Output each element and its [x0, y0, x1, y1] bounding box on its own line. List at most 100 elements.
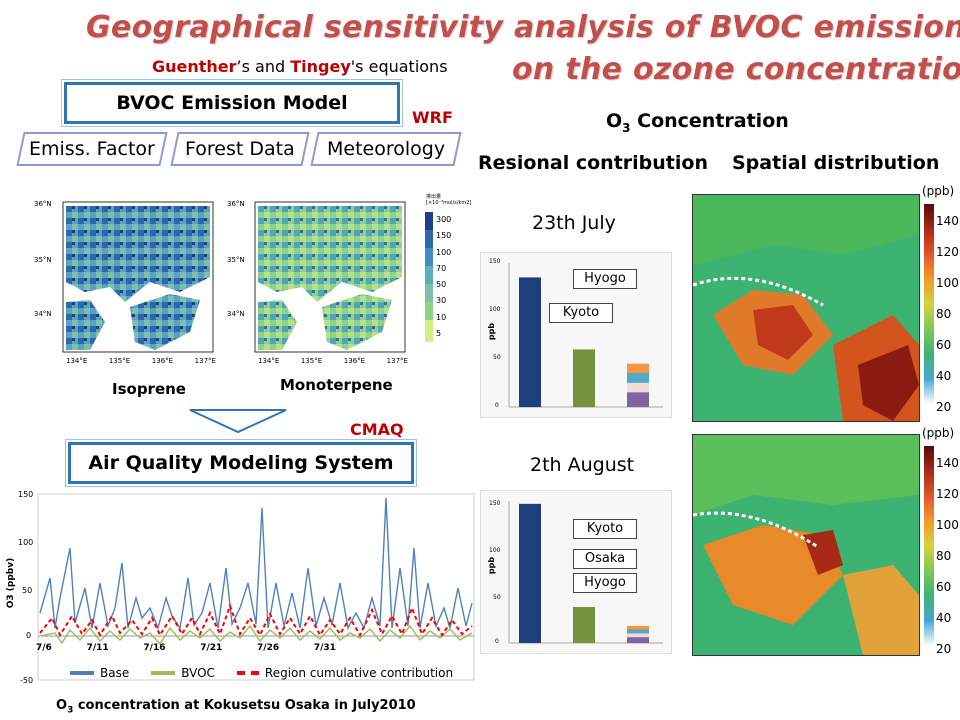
o3-concentration-header: O3 Concentration [606, 110, 789, 135]
lon-tick: 134°E [258, 357, 280, 365]
legend-region-swatch [236, 671, 259, 675]
timeseries-svg [37, 493, 475, 681]
ts-xtick: 7/21 [200, 643, 223, 653]
bar2-ytick: 100 [489, 547, 501, 554]
bar-bvoc [573, 349, 595, 407]
bar-base [519, 503, 541, 643]
lon-ticks-right: 134°E 135°E 136°E 137°E [258, 357, 408, 365]
callout-hyogo-2: Hyogo [573, 573, 637, 593]
legend-base-label: Base [100, 666, 130, 680]
legend-value: 300 [436, 215, 452, 224]
spatial-map-2-svg [693, 435, 919, 655]
legend-value: 50 [436, 280, 447, 290]
bar2-ytick: 50 [493, 594, 501, 601]
bar-bvoc [573, 607, 595, 643]
cbar-tick: 120 [936, 245, 959, 259]
ts-caption-sub: 3 [67, 705, 74, 716]
legend-value: 30 [436, 296, 447, 306]
colorbar-2-scale [924, 446, 934, 646]
legend-region-label: Region cumulative contribution [264, 666, 454, 680]
cbar-tick: 20 [936, 400, 952, 414]
bar-chart-2-august: ppb 150 100 50 0 Kyoto Osaka Hyogo [480, 490, 672, 654]
legend-base-swatch [70, 671, 94, 675]
o3-post: Concentration [630, 110, 789, 132]
cbar-tick: 140 [936, 214, 959, 228]
ts-caption-pre: O [56, 698, 68, 713]
colorbar-1: (ppb) 140 120 100 80 60 40 20 [920, 184, 960, 414]
title-line-2: on the ozone concentration [512, 52, 960, 87]
callout-osaka: Osaka [573, 549, 637, 569]
title-line-1: Geographical sensitivity analysis of BVO… [86, 10, 960, 45]
region-segment [627, 633, 649, 638]
ts-ytick-50: 50 [22, 586, 33, 595]
colorbar-2-unit: (ppb) [922, 426, 955, 440]
ts-ytick-150: 150 [18, 490, 34, 499]
timeseries-chart: O3 (ppbv) 150 100 50 0 -50 7/6 7/11 7/16 7/… [0, 488, 478, 688]
air-quality-modeling-box: Air Quality Modeling System [68, 442, 414, 484]
input-meteorology-label: Meteorology [326, 138, 446, 160]
cbar-tick: 80 [936, 549, 952, 563]
legend-value: 5 [436, 329, 442, 339]
callout-kyoto-2: Kyoto [573, 519, 637, 539]
legend-value: 70 [436, 263, 447, 273]
callout-hyogo: Hyogo [573, 269, 637, 289]
bar2-ylabel: ppb [487, 556, 497, 575]
ts-ytick-100: 100 [18, 538, 34, 547]
bar-chart-1-svg [508, 263, 663, 408]
ts-xtick: 7/26 [257, 643, 280, 653]
o3-pre: O [606, 110, 623, 132]
colorbar-2-ticks: 140 120 100 80 60 40 20 [936, 448, 959, 665]
lat-tick-35-right: 35°N [227, 256, 245, 264]
input-emiss-factor: Emiss. Factor [16, 132, 168, 166]
emission-maps: 36°N 35°N 34°N 36°N 35°N 34°N 134°E 135°E… [30, 182, 471, 372]
region-segment [627, 373, 649, 383]
lon-tick: 135°E [300, 357, 323, 365]
input-forest-data: Forest Data [170, 132, 310, 166]
bar1-ytick: 100 [489, 306, 501, 313]
colorbar-1-unit: (ppb) [922, 184, 955, 198]
bar1-ytick: 150 [489, 258, 501, 265]
spatial-map-1-svg [693, 195, 919, 421]
date-23-july: 23th July [532, 212, 616, 234]
bar2-ytick: 150 [489, 500, 501, 507]
ts-caption: O3 concentration at Kokusetsu Osaka in J… [56, 698, 416, 716]
colorbar-1-scale [924, 204, 934, 404]
bar-chart-23-july: ppb 150 100 50 0 Hyogo Kyoto [480, 252, 672, 418]
cmaq-label: CMAQ [350, 420, 404, 439]
cbar-tick: 120 [936, 487, 959, 501]
callout-kyoto: Kyoto [549, 303, 613, 323]
lat-tick-34-left: 34°N [34, 310, 52, 318]
ts-ylabel: O3 (ppbv) [6, 557, 17, 609]
input-emiss-factor-label: Emiss. Factor [29, 138, 155, 160]
input-meteorology: Meteorology [310, 132, 462, 166]
region-segment [627, 629, 649, 634]
date-2-august: 2th August [530, 454, 635, 476]
equations-tail: 's equations [350, 57, 448, 76]
ts-xtick: 7/6 [36, 643, 52, 653]
bar1-ylabel: ppb [487, 322, 497, 341]
equations-name-1: Guenther [152, 57, 237, 76]
lon-tick: 134°E [66, 357, 88, 365]
cbar-tick: 40 [936, 611, 952, 625]
ts-xticks: 7/6 7/11 7/16 7/21 7/26 7/31 [36, 643, 336, 653]
lon-tick: 135°E [108, 357, 131, 365]
emission-legend-values: 300 150 100 70 50 30 10 5 [436, 212, 451, 342]
emission-maps-svg [62, 201, 433, 353]
bar1-ytick: 50 [493, 354, 501, 361]
cbar-tick: 100 [936, 518, 959, 532]
lon-tick: 136°E [343, 357, 366, 365]
regional-contribution-header: Resional contribution [478, 152, 708, 174]
equations-mid: ’s and [236, 57, 291, 76]
input-forest-data-label: Forest Data [185, 138, 295, 160]
ts-ytick-neg50: -50 [20, 676, 34, 685]
bar-base [519, 277, 541, 407]
bar2-ytick: 0 [495, 638, 499, 645]
ts-xtick: 7/16 [143, 643, 166, 653]
colorbar-2: (ppb) 140 120 100 80 60 40 20 [920, 426, 960, 656]
region-segment [627, 382, 649, 393]
cbar-tick: 80 [936, 307, 952, 321]
lat-tick-36-right: 36°N [227, 200, 245, 208]
wrf-label: WRF [412, 108, 453, 127]
lon-tick: 136°E [151, 357, 174, 365]
lon-tick: 137°E [386, 357, 408, 365]
